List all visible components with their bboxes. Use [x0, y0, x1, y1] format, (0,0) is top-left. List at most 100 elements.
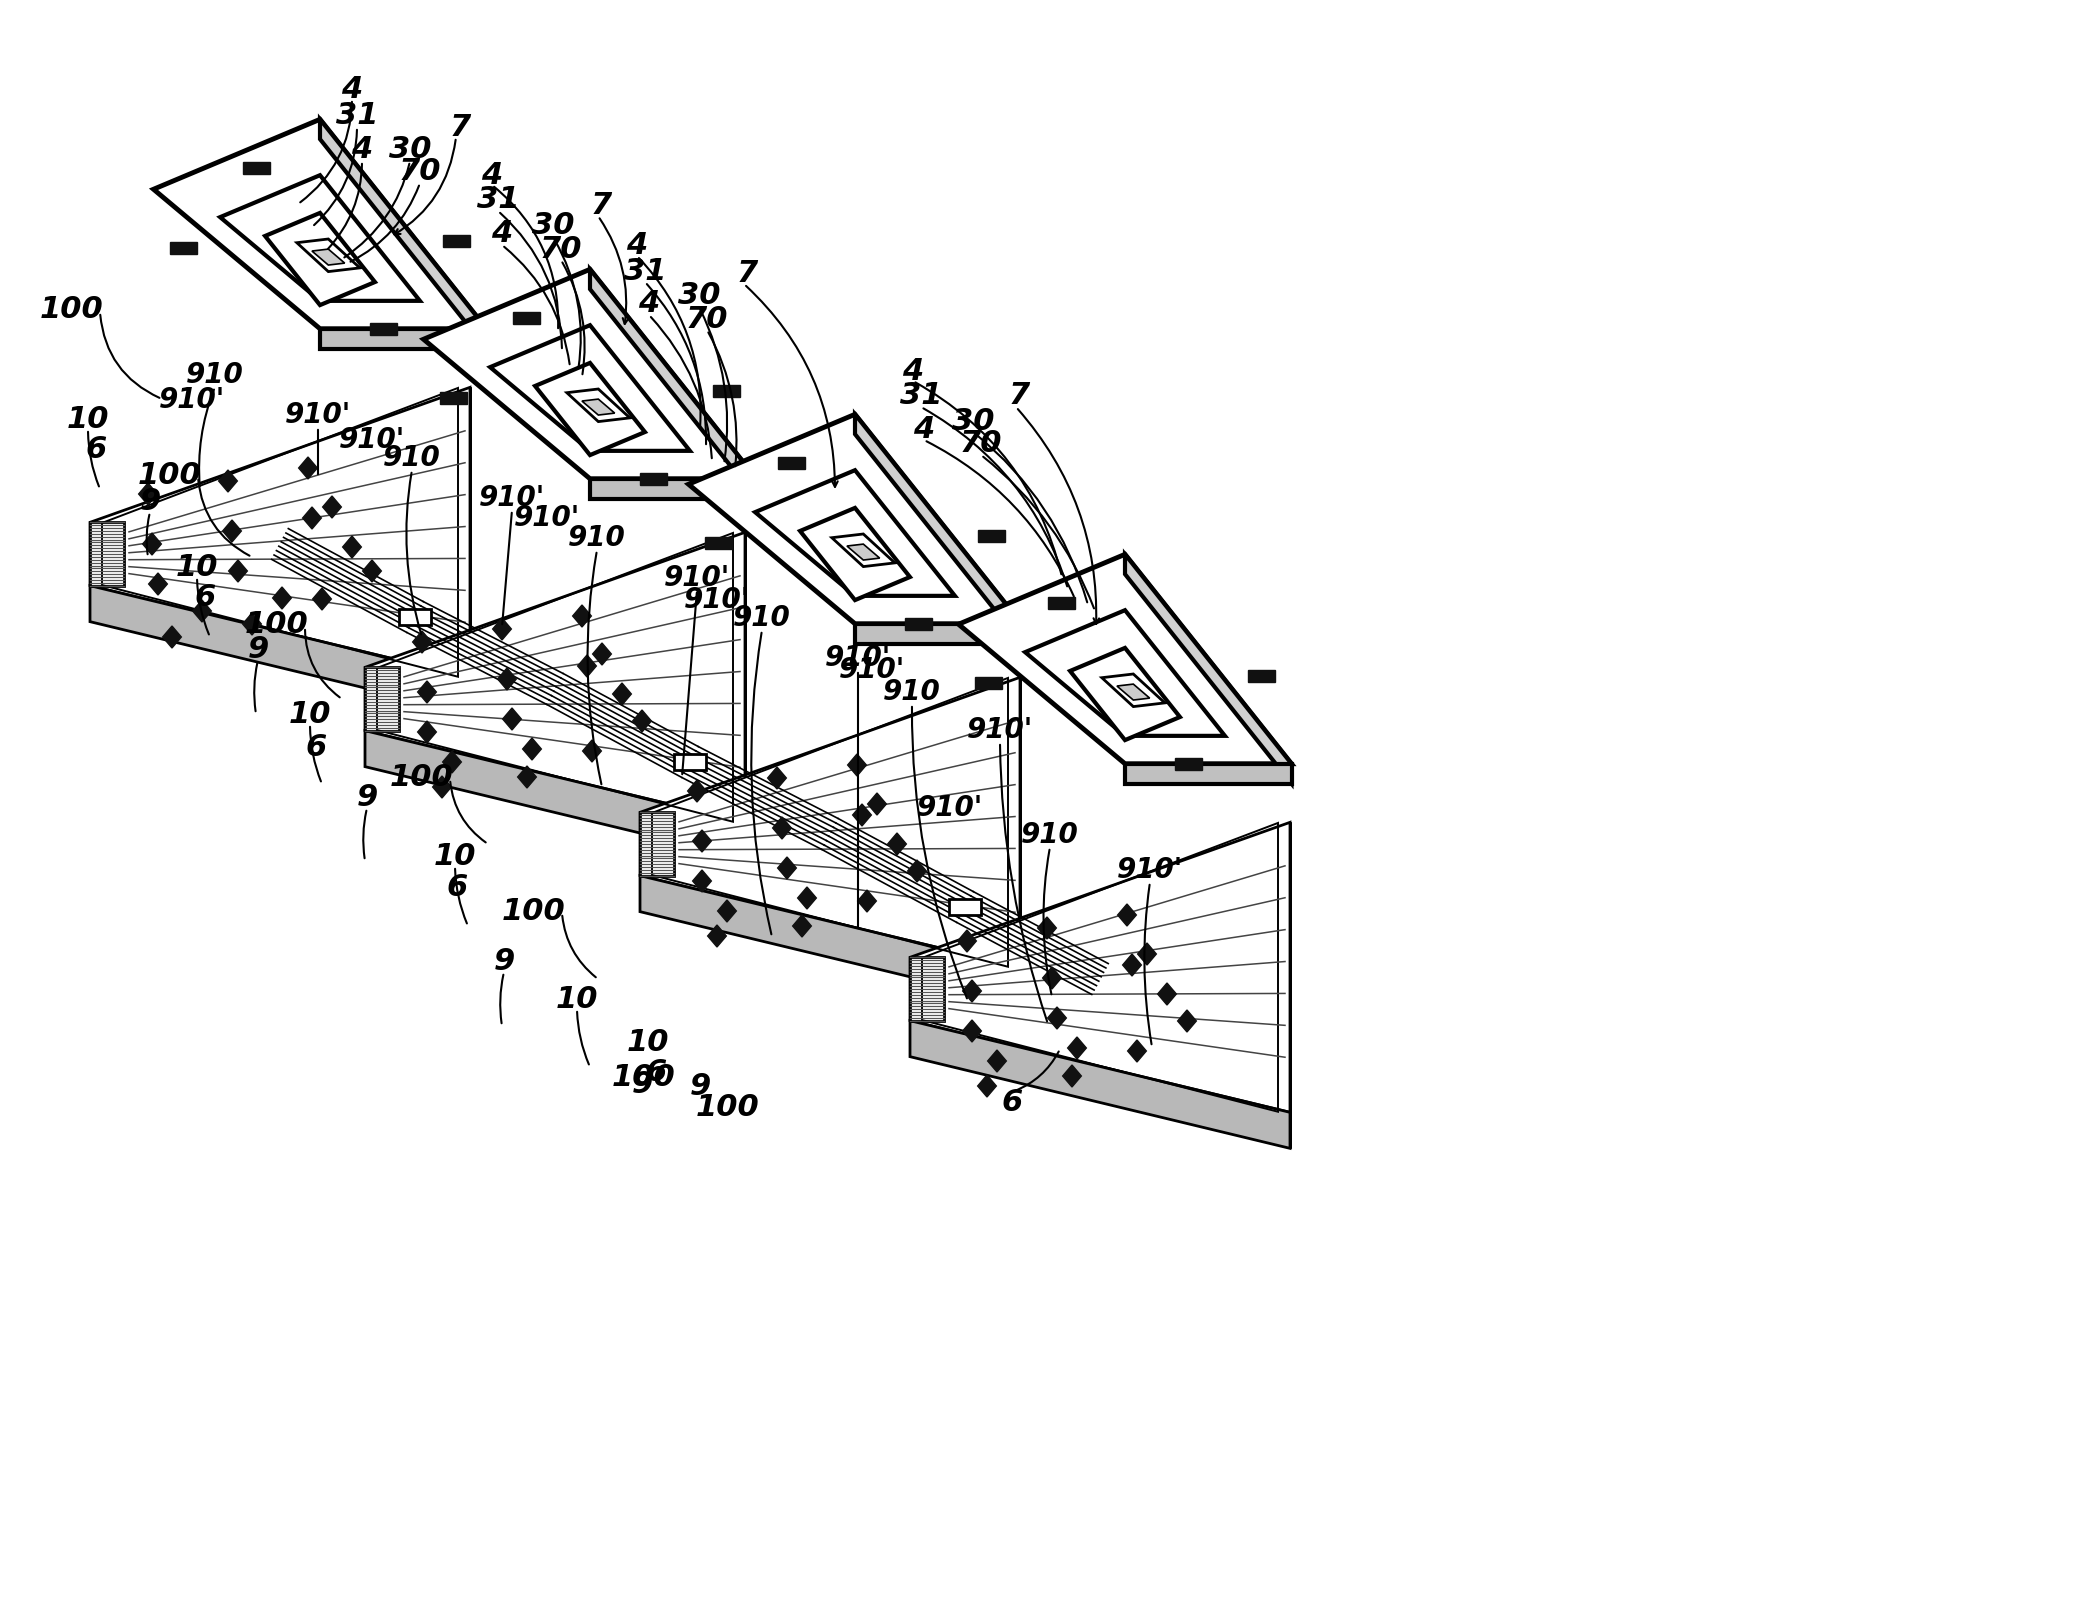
Polygon shape: [222, 521, 241, 543]
Polygon shape: [793, 916, 811, 937]
Text: 910: 910: [1021, 821, 1079, 848]
Polygon shape: [778, 458, 805, 471]
Text: 31: 31: [901, 381, 942, 410]
Polygon shape: [687, 781, 706, 802]
Polygon shape: [535, 363, 645, 456]
Polygon shape: [444, 236, 471, 247]
Text: 70: 70: [961, 429, 1002, 458]
Polygon shape: [342, 537, 361, 559]
Text: 70: 70: [540, 235, 583, 264]
Polygon shape: [417, 722, 436, 744]
Text: 30: 30: [952, 407, 994, 435]
Polygon shape: [714, 386, 741, 397]
Polygon shape: [593, 643, 612, 665]
Polygon shape: [513, 313, 540, 325]
Text: 910: 910: [732, 604, 791, 632]
Text: 910': 910': [664, 564, 730, 591]
Polygon shape: [1125, 554, 1291, 784]
Polygon shape: [867, 794, 886, 815]
Polygon shape: [303, 508, 322, 530]
Polygon shape: [693, 831, 712, 852]
Polygon shape: [1102, 675, 1164, 707]
Polygon shape: [1069, 1038, 1087, 1059]
Text: 31: 31: [336, 101, 378, 130]
Text: 7: 7: [591, 191, 612, 220]
Text: 4: 4: [481, 161, 502, 190]
Polygon shape: [1062, 1065, 1081, 1088]
Polygon shape: [708, 926, 726, 948]
Polygon shape: [266, 214, 376, 305]
Text: 4: 4: [627, 231, 647, 260]
Polygon shape: [162, 627, 181, 649]
Polygon shape: [612, 683, 631, 705]
Polygon shape: [948, 900, 981, 916]
Text: 4: 4: [639, 289, 660, 318]
Polygon shape: [170, 243, 197, 256]
Text: 910': 910': [284, 400, 351, 429]
Polygon shape: [768, 768, 786, 789]
Polygon shape: [633, 710, 652, 733]
Text: 4: 4: [342, 76, 363, 104]
Polygon shape: [566, 391, 631, 423]
Polygon shape: [272, 588, 290, 609]
Polygon shape: [1125, 765, 1291, 784]
Polygon shape: [689, 415, 1021, 625]
Polygon shape: [154, 121, 486, 329]
Polygon shape: [417, 681, 436, 704]
Polygon shape: [847, 545, 880, 561]
Polygon shape: [573, 606, 591, 628]
Text: 4: 4: [492, 220, 513, 249]
Polygon shape: [1137, 943, 1156, 966]
Text: 10: 10: [176, 553, 218, 582]
Polygon shape: [855, 625, 1021, 644]
Text: 7: 7: [737, 259, 757, 288]
Polygon shape: [434, 776, 452, 799]
Polygon shape: [849, 755, 867, 776]
Polygon shape: [975, 677, 1002, 689]
Polygon shape: [905, 619, 932, 630]
Polygon shape: [423, 270, 757, 479]
Text: 7: 7: [450, 114, 471, 143]
Polygon shape: [243, 614, 261, 636]
Polygon shape: [218, 471, 237, 493]
Text: 9: 9: [494, 947, 515, 975]
Text: 100: 100: [139, 460, 201, 489]
Polygon shape: [583, 741, 602, 763]
Text: 10: 10: [556, 985, 598, 1014]
Polygon shape: [639, 474, 666, 485]
Text: 100: 100: [39, 296, 104, 325]
Polygon shape: [243, 162, 270, 175]
Polygon shape: [1116, 685, 1150, 701]
Text: 4: 4: [351, 135, 374, 164]
Polygon shape: [517, 767, 535, 789]
Polygon shape: [959, 554, 1291, 765]
Polygon shape: [1174, 759, 1201, 770]
Text: 100: 100: [390, 763, 454, 792]
Polygon shape: [801, 508, 911, 601]
Text: 910': 910': [967, 715, 1033, 744]
Text: 100: 100: [612, 1062, 676, 1091]
Polygon shape: [853, 805, 872, 826]
Polygon shape: [297, 239, 359, 273]
Text: 910': 910': [1116, 855, 1183, 884]
Polygon shape: [911, 1020, 1291, 1149]
Polygon shape: [442, 752, 461, 773]
Polygon shape: [977, 530, 1004, 543]
Polygon shape: [581, 400, 614, 416]
Polygon shape: [639, 678, 1021, 967]
Polygon shape: [365, 731, 745, 858]
Polygon shape: [299, 458, 317, 480]
Polygon shape: [365, 534, 745, 823]
Polygon shape: [1247, 670, 1274, 683]
Polygon shape: [855, 415, 1021, 644]
Text: 70: 70: [685, 304, 728, 333]
Polygon shape: [1158, 983, 1177, 1006]
Text: 70: 70: [398, 157, 442, 186]
Polygon shape: [832, 535, 894, 567]
Polygon shape: [778, 858, 797, 879]
Polygon shape: [523, 739, 542, 760]
Text: 6: 6: [305, 733, 326, 762]
Polygon shape: [143, 534, 162, 556]
Text: 6: 6: [85, 435, 106, 464]
Text: 6: 6: [195, 583, 216, 612]
